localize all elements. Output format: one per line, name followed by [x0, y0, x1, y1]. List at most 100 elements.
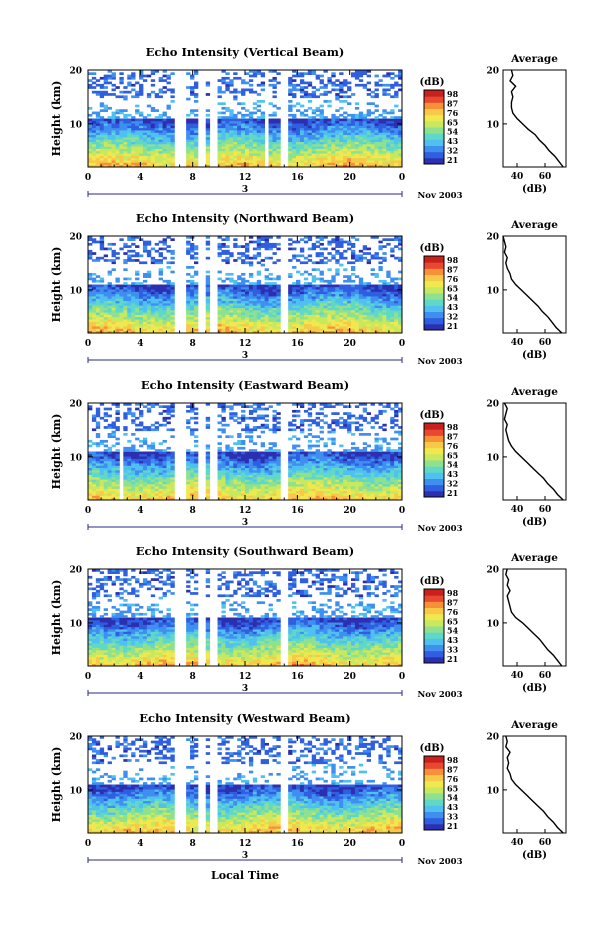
heatmap-cell	[107, 106, 112, 110]
heatmap-cell	[237, 323, 242, 327]
heatmap-cell	[386, 150, 391, 154]
heatmap-cell	[170, 409, 175, 413]
heatmap-cell	[139, 472, 144, 475]
heatmap-cell	[190, 433, 195, 436]
heatmap-cell	[142, 289, 148, 292]
heatmap-cell	[299, 291, 305, 295]
heatmap-cell	[170, 282, 175, 285]
heatmap-cell	[135, 146, 140, 149]
heatmap-cell	[307, 134, 313, 138]
heatmap-cell	[123, 284, 128, 288]
heatmap-cell	[237, 111, 242, 115]
heatmap-cell	[386, 88, 391, 92]
heatmap-cell	[252, 111, 258, 115]
heatmap-cell	[288, 123, 293, 126]
heatmap-cell	[386, 293, 391, 297]
heatmap-cell	[186, 291, 191, 295]
heatmap-cell	[205, 81, 211, 85]
heatmap-cell	[362, 113, 368, 117]
heatmap-cell	[88, 307, 93, 311]
heatmap-cell	[139, 479, 144, 482]
heatmap-cell	[358, 282, 364, 285]
heatmap-cell	[343, 298, 348, 302]
heatmap-cell	[350, 312, 356, 315]
heatmap-cell	[103, 312, 109, 315]
heatmap-cell	[111, 146, 116, 149]
heatmap-cell	[99, 146, 105, 149]
heatmap-cell	[225, 302, 230, 306]
heatmap-cell	[158, 460, 163, 464]
heatmap-cell	[378, 148, 383, 152]
heatmap-cell	[339, 242, 344, 246]
heatmap-cell	[362, 125, 368, 129]
heatmap-cell	[343, 143, 348, 147]
heatmap-cell	[95, 155, 101, 159]
heatmap-cell	[268, 286, 273, 290]
heatmap-cell	[103, 104, 109, 108]
heatmap-cell	[131, 453, 136, 457]
heatmap-cell	[378, 141, 383, 145]
heatmap-cell	[127, 141, 132, 145]
heatmap-cell	[103, 127, 109, 131]
heatmap-cell	[150, 305, 156, 308]
heatmap-cell	[276, 81, 281, 85]
heatmap-cell	[158, 469, 163, 473]
heatmap-cell	[394, 236, 399, 239]
heatmap-cell	[99, 155, 105, 159]
heatmap-cell	[123, 286, 128, 290]
heatmap-cell	[158, 493, 163, 496]
heatmap-cell	[374, 157, 379, 161]
heatmap-cell	[166, 289, 171, 292]
heatmap-cell	[358, 289, 364, 292]
heatmap-cell	[339, 326, 344, 329]
heatmap-cell	[350, 249, 356, 253]
heatmap-cell	[135, 289, 140, 292]
heatmap-cell	[127, 449, 132, 452]
heatmap-cell	[123, 162, 128, 166]
heatmap-cell	[115, 495, 120, 499]
heatmap-cell	[119, 162, 124, 166]
heatmap-cell	[311, 277, 317, 281]
heatmap-cell	[323, 286, 328, 290]
heatmap-cell	[123, 458, 128, 462]
heatmap-cell	[221, 76, 226, 80]
heatmap-cell	[233, 136, 238, 140]
heatmap-cell	[276, 72, 281, 76]
heatmap-cell	[307, 125, 313, 129]
heatmap-cell	[166, 123, 171, 126]
heatmap-cell	[162, 463, 167, 466]
heatmap-cell	[398, 116, 403, 119]
heatmap-cell	[370, 268, 375, 272]
heatmap-cell	[241, 245, 246, 248]
colorbar-swatch	[424, 145, 444, 153]
heatmap-cell	[315, 76, 320, 80]
heatmap-cell	[142, 326, 148, 329]
heatmap-cell	[354, 118, 360, 122]
heatmap-cell	[233, 95, 238, 99]
heatmap-cell	[91, 463, 97, 466]
heatmap-cell	[366, 330, 372, 334]
heatmap-cell	[292, 153, 297, 156]
heatmap-cell	[115, 488, 120, 492]
heatmap-cell	[225, 291, 230, 295]
heatmap-cell	[146, 319, 152, 322]
heatmap-cell	[99, 316, 105, 320]
heatmap-cell	[221, 493, 226, 496]
heatmap-cell	[245, 132, 250, 136]
heatmap-cell	[339, 256, 344, 260]
x-tick-label: 12	[239, 173, 252, 183]
heatmap-cell	[335, 146, 340, 149]
heatmap-cell	[386, 125, 391, 129]
heatmap-cell	[193, 72, 199, 76]
heatmap-cell	[115, 136, 120, 140]
heatmap-cell	[135, 291, 140, 295]
heatmap-cell	[331, 291, 336, 295]
heatmap-cell	[370, 153, 375, 156]
heatmap-cell	[154, 95, 160, 99]
heatmap-cell	[233, 284, 238, 288]
heatmap-cell	[315, 252, 320, 255]
heatmap-cell	[186, 298, 191, 302]
heatmap-cell	[221, 249, 226, 253]
heatmap-cell	[350, 157, 356, 161]
